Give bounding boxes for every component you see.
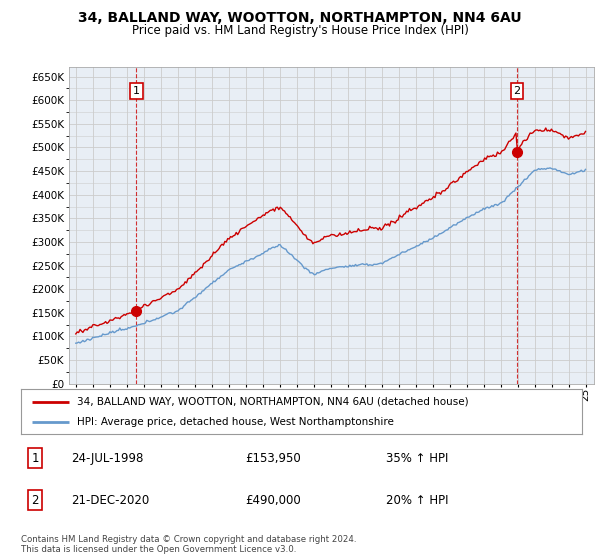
Text: £153,950: £153,950 (245, 451, 301, 465)
Text: HPI: Average price, detached house, West Northamptonshire: HPI: Average price, detached house, West… (77, 417, 394, 427)
Text: 34, BALLAND WAY, WOOTTON, NORTHAMPTON, NN4 6AU: 34, BALLAND WAY, WOOTTON, NORTHAMPTON, N… (78, 11, 522, 25)
Text: 1: 1 (31, 451, 39, 465)
Text: 24-JUL-1998: 24-JUL-1998 (71, 451, 144, 465)
Text: 34, BALLAND WAY, WOOTTON, NORTHAMPTON, NN4 6AU (detached house): 34, BALLAND WAY, WOOTTON, NORTHAMPTON, N… (77, 396, 469, 407)
Text: 20% ↑ HPI: 20% ↑ HPI (386, 493, 448, 507)
Text: 1: 1 (133, 86, 140, 96)
Text: 21-DEC-2020: 21-DEC-2020 (71, 493, 150, 507)
Text: 2: 2 (31, 493, 39, 507)
Text: £490,000: £490,000 (245, 493, 301, 507)
Text: Contains HM Land Registry data © Crown copyright and database right 2024.
This d: Contains HM Land Registry data © Crown c… (21, 535, 356, 554)
Text: 35% ↑ HPI: 35% ↑ HPI (386, 451, 448, 465)
Text: Price paid vs. HM Land Registry's House Price Index (HPI): Price paid vs. HM Land Registry's House … (131, 24, 469, 37)
Text: 2: 2 (514, 86, 521, 96)
